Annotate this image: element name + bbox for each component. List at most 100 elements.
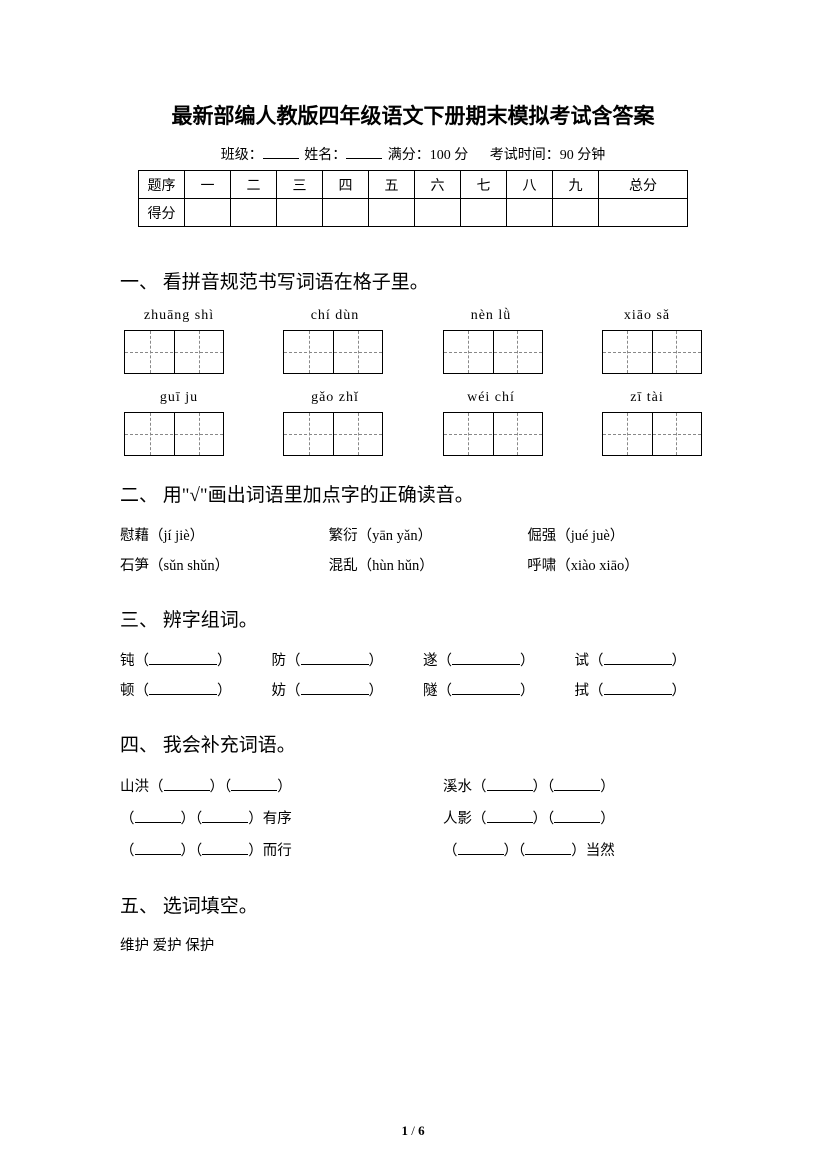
- answer-blank[interactable]: [525, 841, 571, 855]
- writing-box[interactable]: [602, 412, 702, 456]
- full-score-label: 满分：100 分: [388, 148, 469, 163]
- q3-item: 遂（）: [423, 646, 535, 676]
- q2-item: 石笋（sǔn shǔn）: [120, 551, 329, 581]
- q3-char: 钝（: [120, 653, 149, 669]
- table-cell[interactable]: [323, 199, 369, 227]
- q4-text: ）（: [504, 843, 526, 859]
- q4-text: ）: [600, 811, 615, 827]
- table-cell[interactable]: [277, 199, 323, 227]
- q3-item: 隧（）: [423, 676, 535, 706]
- writing-box[interactable]: [443, 330, 543, 374]
- q3-char: 防（: [272, 653, 301, 669]
- writing-boxes-row: [120, 412, 706, 456]
- pinyin-label: chí dùn: [280, 308, 390, 324]
- page-number: 1 / 6: [0, 1123, 826, 1139]
- writing-box[interactable]: [283, 330, 383, 374]
- table-cell[interactable]: [553, 199, 599, 227]
- pinyin-row: guī ju gǎo zhǐ wéi chí zī tài: [120, 390, 706, 406]
- q2-item: 倔强（jué juè）: [527, 521, 706, 551]
- q3-close: ）: [672, 683, 687, 699]
- q4-left-col: 山洪（）（） （）（）有序 （）（）而行: [120, 771, 413, 867]
- answer-blank[interactable]: [458, 841, 504, 855]
- q4-text: ）（: [533, 811, 555, 827]
- q4-text: （: [120, 811, 135, 827]
- q3-close: ）: [217, 653, 232, 669]
- q3-item: 拭（ ）: [575, 676, 687, 706]
- answer-blank[interactable]: [135, 809, 181, 823]
- q3-item: 钝（ ）: [120, 646, 232, 676]
- answer-blank[interactable]: [301, 681, 369, 695]
- q4-text: ）（: [181, 811, 203, 827]
- table-cell[interactable]: [185, 199, 231, 227]
- q4-text: ）（: [181, 843, 203, 859]
- q2-item: 混乱（hùn hǔn）: [329, 551, 528, 581]
- q3-head: 三、 辨字组词。: [120, 605, 706, 632]
- q4-item: （ ）（ ）而行: [120, 835, 413, 867]
- q2-item: 呼啸（xiào xiāo）: [527, 551, 706, 581]
- q4-text: ）有序: [248, 811, 292, 827]
- table-cell[interactable]: [369, 199, 415, 227]
- answer-blank[interactable]: [231, 777, 277, 791]
- answer-blank[interactable]: [554, 809, 600, 823]
- writing-box[interactable]: [283, 412, 383, 456]
- q4-text: ）: [277, 779, 292, 795]
- q2-row: 石笋（sǔn shǔn） 混乱（hùn hǔn） 呼啸（xiào xiāo）: [120, 551, 706, 581]
- answer-blank[interactable]: [452, 651, 520, 665]
- q4-item: （ ）（ ）有序: [120, 803, 413, 835]
- q2-row: 慰藉（jí jiè） 繁衍（yān yǎn） 倔强（jué juè）: [120, 521, 706, 551]
- q4-wrap: 山洪（）（） （）（）有序 （）（）而行 溪水（）（） 人影（）（） （）（）当…: [120, 771, 706, 867]
- answer-blank[interactable]: [487, 809, 533, 823]
- class-blank[interactable]: [263, 145, 299, 159]
- answer-blank[interactable]: [487, 777, 533, 791]
- q3-char: 拭（: [575, 683, 604, 699]
- table-cell[interactable]: [231, 199, 277, 227]
- q3-close: ）: [369, 653, 384, 669]
- answer-blank[interactable]: [149, 651, 217, 665]
- writing-boxes-row: [120, 330, 706, 374]
- answer-blank[interactable]: [149, 681, 217, 695]
- answer-blank[interactable]: [135, 841, 181, 855]
- writing-box[interactable]: [124, 330, 224, 374]
- table-cell[interactable]: [461, 199, 507, 227]
- table-cell: 得分: [139, 199, 185, 227]
- q4-text: ）而行: [248, 843, 292, 859]
- name-blank[interactable]: [346, 145, 382, 159]
- q4-right-col: 溪水（）（） 人影（）（） （）（）当然: [413, 771, 706, 867]
- table-cell[interactable]: [415, 199, 461, 227]
- table-cell[interactable]: [507, 199, 553, 227]
- q3-close: ）: [672, 653, 687, 669]
- table-cell: 三: [277, 171, 323, 199]
- name-label: 姓名：: [304, 148, 346, 163]
- q4-item: 人影（）（）: [443, 803, 706, 835]
- table-cell: 二: [231, 171, 277, 199]
- writing-box[interactable]: [443, 412, 543, 456]
- table-row: 得分: [139, 199, 688, 227]
- answer-blank[interactable]: [452, 681, 520, 695]
- q3-char: 妨（: [272, 683, 301, 699]
- answer-blank[interactable]: [202, 809, 248, 823]
- pinyin-label: nèn lǜ: [436, 308, 546, 324]
- q1-head: 一、 看拼音规范书写词语在格子里。: [120, 267, 706, 294]
- q3-close: ）: [520, 653, 535, 669]
- q3-item: 顿（）: [120, 676, 232, 706]
- score-table: 题序 一 二 三 四 五 六 七 八 九 总分 得分: [138, 170, 688, 227]
- q4-text: （: [120, 843, 135, 859]
- q3-row: 顿（） 妨（） 隧（） 拭（ ）: [120, 676, 706, 706]
- time-label: 考试时间：90 分钟: [490, 148, 606, 163]
- q3-char: 试（: [575, 653, 604, 669]
- q3-item: 妨（）: [272, 676, 384, 706]
- answer-blank[interactable]: [301, 651, 369, 665]
- pinyin-label: wéi chí: [436, 390, 546, 406]
- answer-blank[interactable]: [554, 777, 600, 791]
- q3-char: 隧（: [423, 683, 452, 699]
- answer-blank[interactable]: [164, 777, 210, 791]
- table-cell[interactable]: [599, 199, 688, 227]
- answer-blank[interactable]: [202, 841, 248, 855]
- answer-blank[interactable]: [604, 681, 672, 695]
- writing-box[interactable]: [602, 330, 702, 374]
- writing-box[interactable]: [124, 412, 224, 456]
- table-row: 题序 一 二 三 四 五 六 七 八 九 总分: [139, 171, 688, 199]
- q4-text: （: [443, 843, 458, 859]
- answer-blank[interactable]: [604, 651, 672, 665]
- meta-line: 班级： 姓名： 满分：100 分 考试时间：90 分钟: [120, 144, 706, 164]
